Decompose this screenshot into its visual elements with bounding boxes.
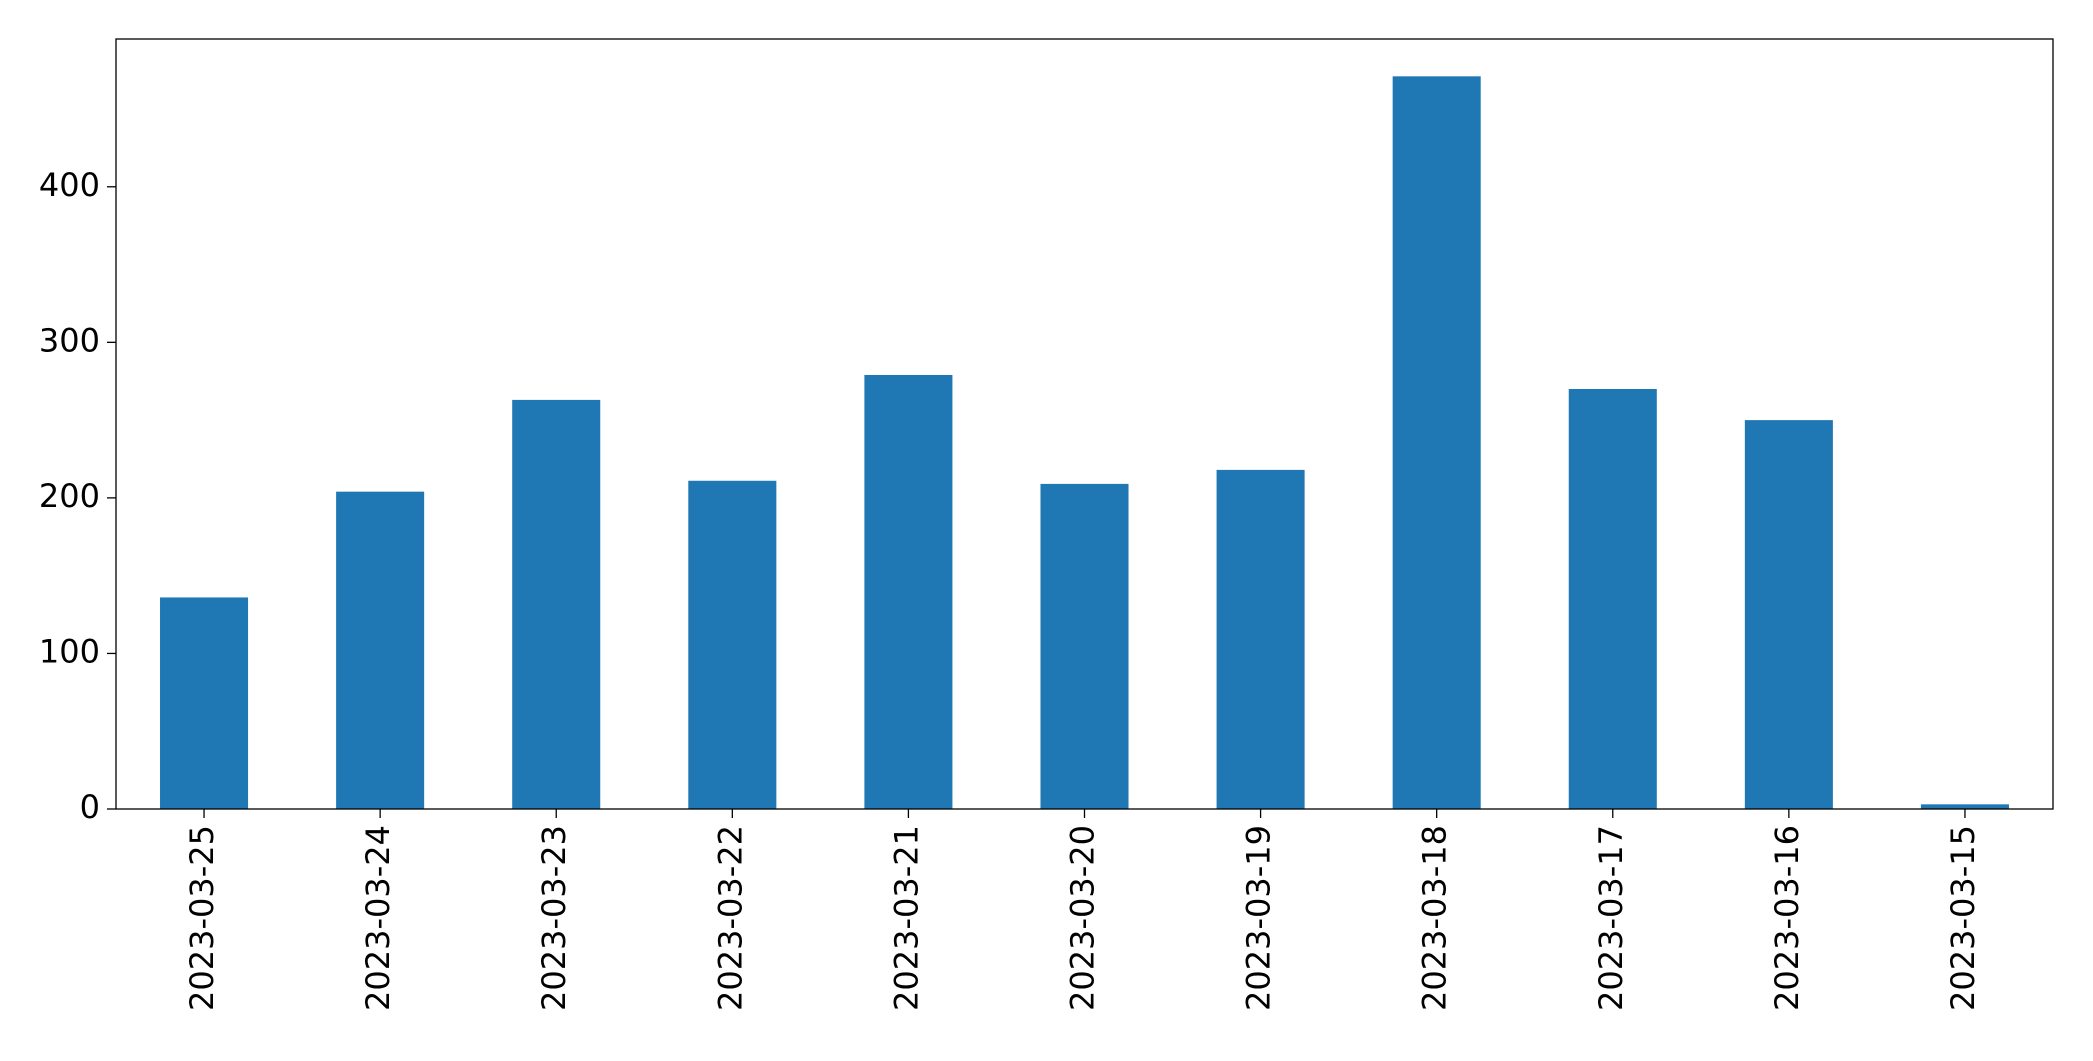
- x-tick-label: 2023-03-23: [535, 825, 573, 1011]
- y-tick-label: 100: [39, 632, 100, 670]
- x-tick-label: 2023-03-17: [1592, 825, 1630, 1011]
- bar: [1920, 804, 2009, 809]
- x-tick-label: 2023-03-19: [1240, 825, 1278, 1011]
- x-tick-label: 2023-03-22: [711, 825, 749, 1011]
- x-tick-label: 2023-03-21: [887, 825, 925, 1011]
- y-tick-label: 400: [39, 166, 100, 204]
- y-tick-label: 200: [39, 477, 100, 515]
- x-tick-label: 2023-03-18: [1416, 825, 1454, 1011]
- y-tick-label: 300: [39, 321, 100, 359]
- bar: [512, 399, 601, 809]
- bar: [1040, 483, 1129, 809]
- bar: [1744, 420, 1833, 809]
- bar: [336, 491, 425, 809]
- x-tick-label: 2023-03-24: [359, 825, 397, 1011]
- bar: [1216, 469, 1305, 809]
- bar: [688, 480, 777, 809]
- y-tick-label: 0: [80, 788, 100, 826]
- x-tick-label: 2023-03-15: [1944, 825, 1982, 1011]
- bar: [864, 375, 953, 809]
- bar: [1568, 389, 1657, 809]
- x-tick-label: 2023-03-25: [183, 825, 221, 1011]
- x-tick-label: 2023-03-16: [1768, 825, 1806, 1011]
- bar: [160, 597, 249, 809]
- plot-frame: [115, 38, 2054, 810]
- bar: [1392, 76, 1481, 810]
- x-tick-label: 2023-03-20: [1064, 825, 1102, 1011]
